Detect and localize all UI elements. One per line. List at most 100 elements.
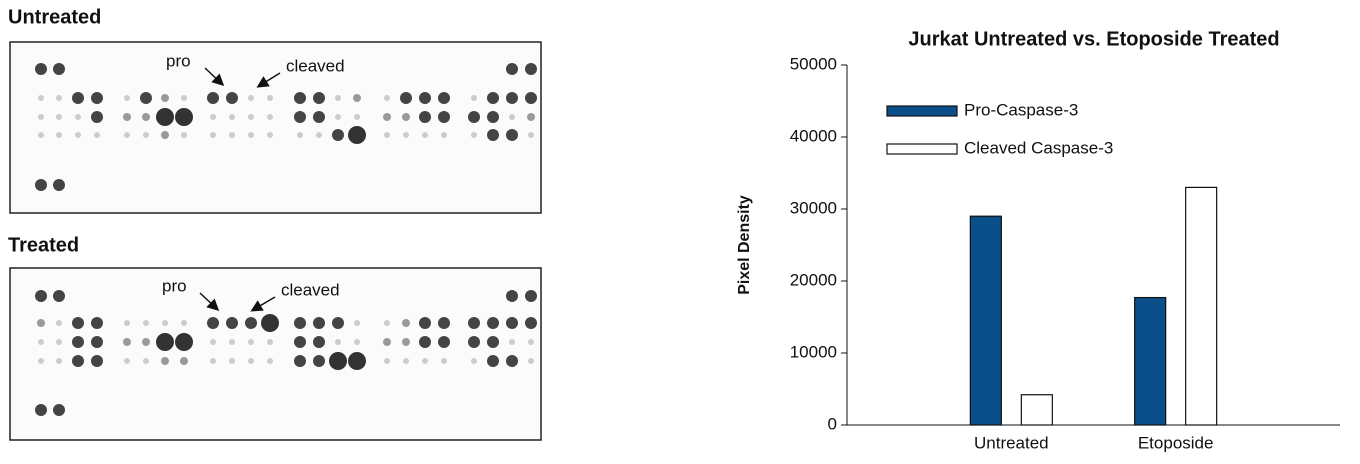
page: Untreated pro cleaved Treated pro cleave… [0, 0, 1360, 459]
blot-spot [294, 92, 306, 104]
blot-spot [313, 317, 325, 329]
blot-spot [261, 314, 279, 332]
blot-spot [229, 358, 235, 364]
blot-spot [53, 179, 65, 191]
blot-spot [422, 132, 428, 138]
blot-spot [438, 111, 450, 123]
blot-spot [419, 317, 431, 329]
blot-spot [156, 333, 174, 351]
blot-spot [175, 108, 193, 126]
blot-spot [229, 132, 235, 138]
blot-spot [72, 355, 84, 367]
blot-spot [210, 132, 216, 138]
blot-spot [294, 111, 306, 123]
y-tick-label: 10000 [790, 342, 837, 361]
blot-spot [56, 339, 62, 345]
blot-spot [297, 132, 303, 138]
blot-spot [207, 317, 219, 329]
blot-spot [438, 92, 450, 104]
blot-spot [402, 338, 410, 346]
blot-spot [91, 355, 103, 367]
blot-spot [332, 129, 344, 141]
blot-spot [207, 92, 219, 104]
blot-spot [94, 132, 100, 138]
blot-spot [91, 111, 103, 123]
chart-title: Jurkat Untreated vs. Etoposide Treated [908, 28, 1279, 50]
blot-spot [267, 132, 273, 138]
blot-spot [419, 336, 431, 348]
blot-spot [181, 132, 187, 138]
blot-spot [143, 320, 149, 326]
blot-spot [156, 108, 174, 126]
blot-spot [267, 114, 273, 120]
blot-spot [124, 358, 130, 364]
blot-spot [525, 63, 537, 75]
blot-spot [383, 113, 391, 121]
annotation: cleaved [281, 280, 340, 299]
blot-spot [471, 95, 477, 101]
blot-spot [487, 129, 499, 141]
blot-spot [506, 290, 518, 302]
blot-spot [35, 179, 47, 191]
y-tick-label: 30000 [790, 198, 837, 217]
blot-spot [506, 355, 518, 367]
blot-spot [143, 132, 149, 138]
blot-spot [72, 92, 84, 104]
blot-spot [162, 320, 168, 326]
blot-spot [487, 92, 499, 104]
blot-spot [226, 317, 238, 329]
blot-spot [528, 358, 534, 364]
blot-spot [528, 339, 534, 345]
blot-spot [181, 95, 187, 101]
blot-spot [38, 95, 44, 101]
blot-spot [142, 338, 150, 346]
blot-spot [506, 317, 518, 329]
blot-spot [348, 126, 366, 144]
blot-spot [181, 320, 187, 326]
blot-spot [53, 290, 65, 302]
blot-spot [468, 111, 480, 123]
blot-spot [210, 114, 216, 120]
blot-spot [354, 339, 360, 345]
blot-spot [56, 95, 62, 101]
blot-spot [487, 111, 499, 123]
blot-spot [229, 114, 235, 120]
blot-spot [38, 358, 44, 364]
blot-spot [56, 320, 62, 326]
blot-spot [180, 357, 188, 365]
blot-spot [161, 357, 169, 365]
y-tick-label: 40000 [790, 126, 837, 145]
bar [1135, 298, 1166, 425]
blot-spot [53, 63, 65, 75]
blot-spot [313, 92, 325, 104]
blot-spot [468, 336, 480, 348]
blot-spot [248, 132, 254, 138]
blot-spot [383, 338, 391, 346]
chart: Jurkat Untreated vs. Etoposide Treated P… [736, 28, 1340, 452]
blot-spot [329, 352, 347, 370]
bar [1021, 395, 1052, 425]
blot-spot [487, 355, 499, 367]
annotation: pro [162, 276, 187, 295]
blot-spot [38, 114, 44, 120]
y-axis-label: Pixel Density [736, 195, 753, 295]
annotation: pro [166, 51, 191, 70]
blot-spot [402, 319, 410, 327]
blot-spot [506, 92, 518, 104]
blot-spot [91, 92, 103, 104]
blot-spot [313, 111, 325, 123]
blot-spot [471, 132, 477, 138]
blot-spot [438, 336, 450, 348]
blot-spot [226, 92, 238, 104]
blot-spot [335, 95, 341, 101]
y-tick-label: 0 [828, 414, 837, 433]
blot-spot [403, 358, 409, 364]
blot-spot [248, 339, 254, 345]
blot-spot [124, 320, 130, 326]
blot-spot [335, 114, 341, 120]
blot-spot [384, 320, 390, 326]
blot-frame [10, 268, 541, 440]
blot-spot [175, 333, 193, 351]
blot-spot [332, 317, 344, 329]
blot-spot [124, 132, 130, 138]
